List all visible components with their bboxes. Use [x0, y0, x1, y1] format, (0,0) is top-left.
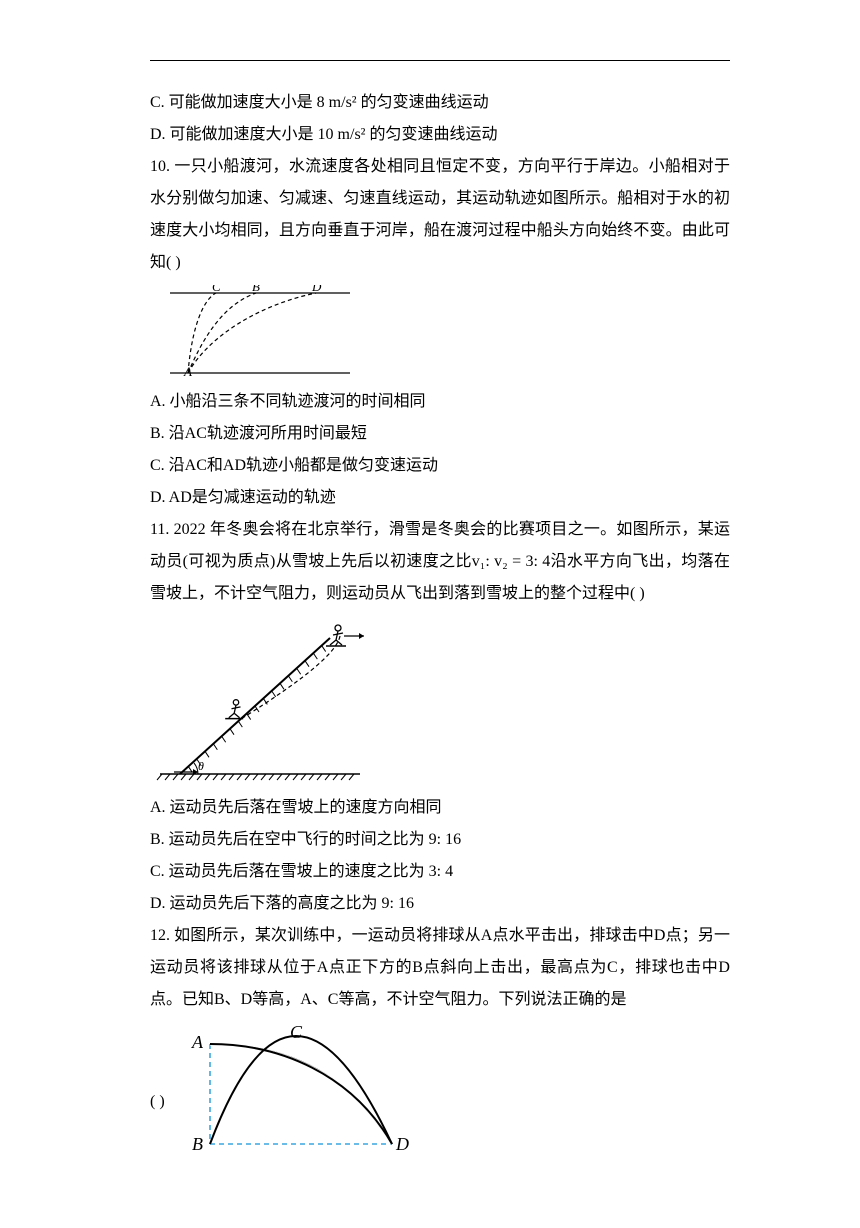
- svg-text:A: A: [191, 1032, 204, 1052]
- svg-text:B: B: [192, 1134, 203, 1154]
- q11-option-a: A. 运动员先后落在雪坡上的速度方向相同: [150, 792, 730, 824]
- q12-stem: 12. 如图所示，某次训练中，一运动员将排球从A点水平击出，排球击中D点；另一运…: [150, 920, 730, 1016]
- q11-option-c: C. 运动员先后落在雪坡上的速度之比为 3: 4: [150, 856, 730, 888]
- svg-text:A: A: [183, 364, 192, 379]
- q10-option-b: B. 沿AC轨迹渡河所用时间最短: [150, 418, 730, 450]
- q9-option-d: D. 可能做加速度大小是 10 m/s² 的匀变速曲线运动: [150, 119, 730, 151]
- svg-text:D: D: [395, 1134, 409, 1154]
- page-rule: [150, 60, 730, 61]
- q12-text: 如图所示，某次训练中，一运动员将排球从A点水平击出，排球击中D点；另一运动员将该…: [150, 927, 730, 1008]
- q11-ratio: v₁: v₂ = 3: 4: [472, 553, 550, 570]
- svg-text:θ: θ: [198, 759, 204, 773]
- svg-text:D: D: [311, 285, 322, 294]
- q10-text: 一只小船渡河，水流速度各处相同且恒定不变，方向平行于岸边。小船相对于水分别做匀加…: [150, 158, 730, 271]
- svg-text:C: C: [212, 285, 221, 294]
- q11-number: 11.: [150, 521, 174, 538]
- q10-option-a: A. 小船沿三条不同轨迹渡河的时间相同: [150, 386, 730, 418]
- q12-number: 12.: [150, 927, 174, 944]
- q12-paren: ( ): [150, 1016, 180, 1118]
- q10-stem: 10. 一只小船渡河，水流速度各处相同且恒定不变，方向平行于岸边。小船相对于水分…: [150, 151, 730, 279]
- svg-text:B: B: [252, 285, 260, 294]
- q9-option-c: C. 可能做加速度大小是 8 m/s² 的匀变速曲线运动: [150, 87, 730, 119]
- q10-figure: A C B D: [150, 285, 730, 380]
- q11-stem: 11. 2022 年冬奥会将在北京举行，滑雪是冬奥会的比赛项目之一。如图所示，某…: [150, 514, 730, 610]
- q10-number: 10.: [150, 158, 174, 175]
- q11-option-b: B. 运动员先后在空中飞行的时间之比为 9: 16: [150, 824, 730, 856]
- q11-option-d: D. 运动员先后下落的高度之比为 9: 16: [150, 888, 730, 920]
- q11-figure: θ: [150, 616, 730, 786]
- q10-option-c: C. 沿AC和AD轨迹小船都是做匀变速运动: [150, 450, 730, 482]
- q12-figure: A B C D: [180, 1022, 410, 1162]
- svg-text:C: C: [290, 1022, 303, 1042]
- q10-option-d: D. AD是匀减速运动的轨迹: [150, 482, 730, 514]
